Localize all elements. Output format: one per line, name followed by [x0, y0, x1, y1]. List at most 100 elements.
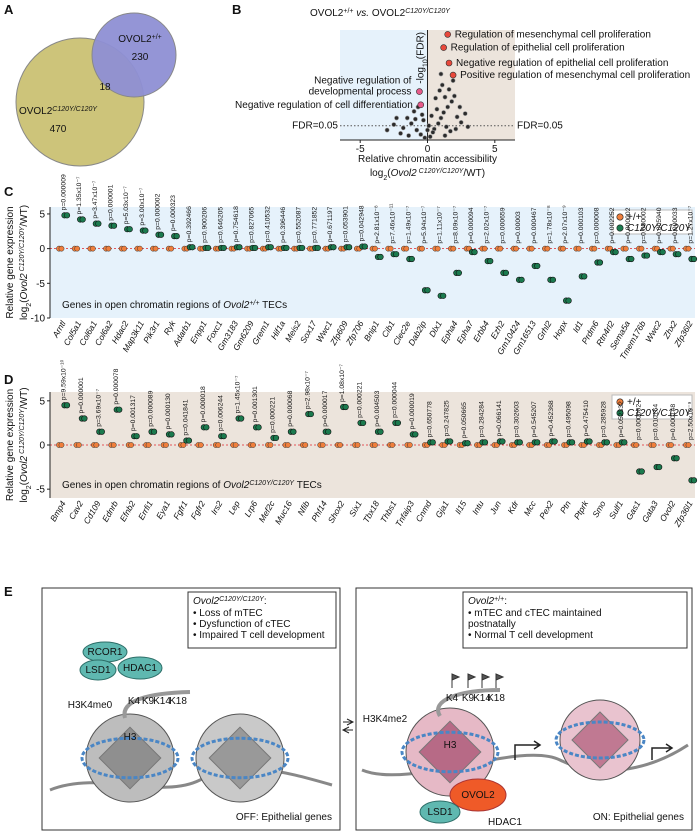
dot-mut [656, 463, 663, 471]
volcano-point [422, 135, 428, 141]
p-value: p=0.284284 [479, 401, 486, 437]
p-value: p=1.49x10⁻⁷ [405, 205, 412, 244]
legend-box [611, 394, 693, 420]
dot-wt [668, 442, 674, 448]
p-value: p=1.45x10⁻⁷ [235, 375, 242, 414]
p-value: p=0.000009 [61, 174, 68, 210]
gene-label: Erbb4 [471, 319, 491, 344]
volcano-point [398, 130, 403, 136]
protein [79, 659, 117, 681]
panel-label: C [4, 184, 14, 199]
p-value: p=0.000001 [108, 184, 115, 220]
dot-wt [180, 442, 187, 448]
gene-label: Ptprk [572, 498, 591, 521]
text-part: C120Y/C120Y [627, 223, 692, 234]
text-part: +/+ [343, 8, 353, 15]
dot-mut [690, 255, 698, 263]
text-part: Genes in open chromatin regions of [62, 300, 223, 311]
dot-mut [299, 244, 306, 252]
text-part: log [370, 168, 383, 179]
histone-tail [122, 690, 191, 719]
protein-label: LSD1 [427, 807, 452, 818]
gene-label: Bnip1 [362, 319, 382, 343]
gene-label: Shox2 [326, 499, 347, 525]
gene-label: Nfib [295, 499, 311, 517]
gene-label: Pik3r1 [141, 319, 162, 345]
nucleosome-core [418, 720, 482, 784]
dot-wt [110, 442, 117, 448]
p-value: p=0.005940 [656, 207, 663, 243]
state-label: ON: Epithelial genes [593, 812, 684, 823]
y-tick-label: 0 [39, 244, 45, 255]
dot-mut [220, 433, 227, 440]
threshold-label: FDR=0.05 [292, 121, 338, 132]
highlight-point [440, 44, 447, 51]
dot-wt [285, 442, 291, 448]
dot-mut [673, 455, 680, 462]
dot-wt [560, 245, 566, 252]
gene-label: Bmp4 [48, 499, 68, 523]
panel-label: E [4, 584, 13, 599]
dot-wt [528, 245, 535, 252]
y-tick-label: 0 [39, 441, 45, 452]
residue: K14 [473, 693, 491, 704]
dot-mut [621, 439, 628, 446]
volcano-point [419, 112, 425, 118]
volcano-point [408, 121, 414, 126]
legend-label: +/+ [627, 397, 642, 408]
residue: K14 [153, 696, 171, 707]
dot-mut [346, 244, 353, 251]
dot-wt [406, 442, 413, 448]
highlight-point [445, 59, 453, 67]
flag [467, 673, 477, 688]
volcano-point [411, 109, 417, 114]
dot-wt [513, 245, 519, 252]
p-value: p=0.000044 [391, 382, 398, 418]
p-value: p=0.285928 [600, 401, 607, 437]
dot-mut [168, 431, 175, 438]
protein-label: RCOR1 [87, 647, 122, 658]
info-bullet: • Dysfunction of cTEC [193, 619, 290, 630]
x-tick-label: 0 [425, 144, 431, 155]
volcano-point [418, 132, 424, 137]
protein-label: HDAC1 [488, 817, 522, 828]
p-value: p=0.006244 [217, 395, 224, 431]
highlight-point [416, 88, 423, 95]
legend-box [611, 209, 693, 235]
dot-mut [659, 248, 666, 256]
dot-wt [434, 245, 441, 252]
p-value: p=0.000221 [270, 397, 277, 433]
p-value: p=3.69x10⁻⁷ [95, 388, 102, 427]
text-part: ( [19, 481, 30, 485]
gene-label: Lep [226, 499, 242, 517]
panel-label: B [232, 2, 241, 17]
dot-mut [534, 262, 541, 270]
y-tick-label: 5 [39, 396, 45, 407]
nucleosome-core [571, 711, 629, 769]
text-part: Ovol2 [19, 455, 30, 482]
dot-wt [74, 245, 81, 252]
p-value: p=0.646205 [217, 207, 224, 243]
volcano-point [442, 94, 448, 100]
p-value: p=0.000078 [113, 368, 120, 404]
dot-wt [685, 442, 692, 448]
gene-label: Gata3 [640, 499, 660, 524]
dot-mut [377, 428, 384, 435]
dot-wt [372, 442, 378, 448]
dot-mut [325, 428, 332, 435]
p-value: p=0.392466 [186, 206, 193, 242]
volcano-point [446, 87, 452, 92]
dot-wt [267, 442, 274, 448]
text-part: Ovol2 [223, 480, 250, 491]
p-value: p=0.000017 [322, 390, 329, 426]
highlight-label: Negative regulation of [314, 76, 412, 87]
text-part: +/+ [627, 397, 642, 408]
gene-label: Fgfr1 [171, 499, 190, 521]
dot-mut [481, 439, 489, 446]
dot-mut [424, 287, 431, 294]
gene-label: Cd109 [81, 499, 102, 526]
p-value: p=0.000094 [468, 207, 475, 243]
gene-label: Efnb2 [118, 499, 138, 523]
text-part: OVOL2 [310, 8, 344, 19]
dot-mut [675, 251, 682, 258]
